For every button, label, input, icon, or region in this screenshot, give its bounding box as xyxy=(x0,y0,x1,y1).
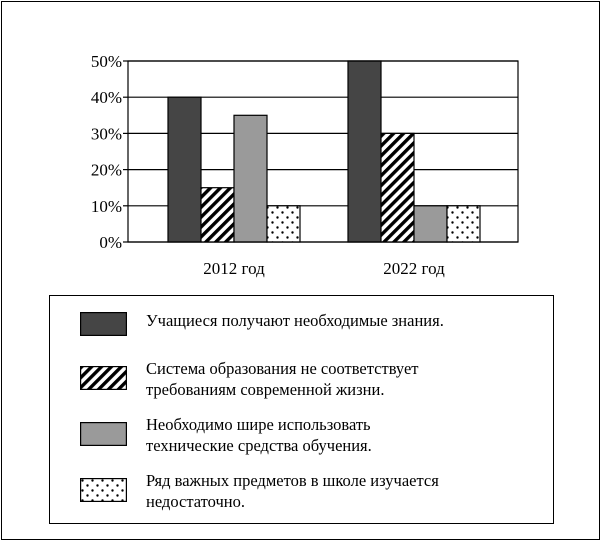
bar-2-3 xyxy=(413,205,448,243)
legend-label-line: недостаточно. xyxy=(146,492,245,511)
legend-swatch xyxy=(80,366,127,390)
x-tick-label: 2012 год xyxy=(203,259,265,278)
y-tick-label: 50% xyxy=(91,52,122,71)
y-tick-label: 20% xyxy=(91,161,122,180)
y-tick-label: 0% xyxy=(99,233,122,252)
y-tick-label: 10% xyxy=(91,197,122,216)
bar-1-3 xyxy=(233,114,268,243)
legend-swatch xyxy=(80,312,127,336)
bar-2-1 xyxy=(347,60,382,243)
legend-label-line: Ряд важных предметов в школе изучается xyxy=(146,471,439,490)
legend-label-line: технические средства обучения. xyxy=(146,436,372,455)
y-tick-label: 40% xyxy=(91,88,122,107)
legend-label-line: Система образования не соответствует xyxy=(146,359,419,378)
bar-chart: 0% 10% 20% 30% 40% 50% 2012 год 2022 год xyxy=(91,52,519,278)
x-tick-label: 2022 год xyxy=(383,259,445,278)
y-tick-labels: 0% 10% 20% 30% 40% 50% xyxy=(91,52,128,252)
legend-label-line: требованиям современной жизни. xyxy=(146,380,385,399)
legend-swatch xyxy=(80,478,127,502)
legend-label: Система образования не соответствует треб… xyxy=(146,358,536,400)
bars xyxy=(167,60,481,243)
legend-label: Необходимо шире использовать технические … xyxy=(146,414,536,456)
legend-label-line: Необходимо шире использовать xyxy=(146,415,371,434)
y-tick-label: 30% xyxy=(91,124,122,143)
plot-area xyxy=(127,60,519,243)
legend-label: Ряд важных предметов в школе изучается не… xyxy=(146,470,536,512)
legend-label: Учащиеся получают необходимые знания. xyxy=(146,310,536,331)
bar-1-1 xyxy=(167,96,202,243)
x-tick-labels: 2012 год 2022 год xyxy=(203,259,445,278)
bar-2-4 xyxy=(446,205,481,243)
legend: Учащиеся получают необходимые знания. Сис… xyxy=(49,295,554,524)
legend-swatch xyxy=(80,422,127,446)
legend-label-line: Учащиеся получают необходимые знания. xyxy=(146,311,444,330)
bar-2-2 xyxy=(380,132,415,243)
bar-1-2 xyxy=(200,187,235,243)
bar-1-4 xyxy=(266,205,301,243)
